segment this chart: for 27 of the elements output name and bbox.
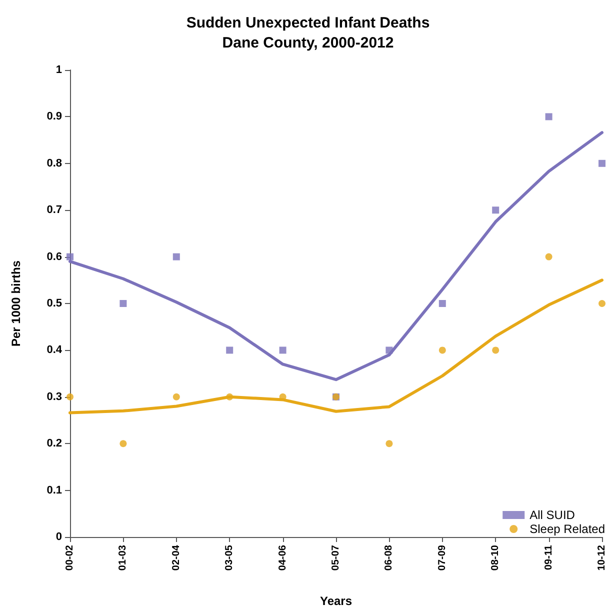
y-tick-label: 0.9 (46, 110, 62, 123)
legend-label: Sleep Related (530, 522, 606, 536)
y-tick-label: 0.1 (46, 484, 62, 496)
x-tick-label: 10-12 (596, 544, 608, 571)
y-tick-label: 0.7 (46, 204, 62, 216)
x-axis-title: Years (320, 594, 352, 608)
y-tick-label: 0 (56, 531, 62, 543)
y-axis-title: Per 1000 births (9, 260, 23, 347)
x-tick-label: 03-05 (224, 544, 236, 571)
x-tick-label: 01-03 (118, 544, 129, 571)
x-tick-label: 04-06 (277, 544, 288, 571)
y-tick-label: 0.3 (46, 390, 62, 403)
y-tick-label: 1 (56, 64, 62, 76)
x-tick-label: 05-07 (330, 544, 342, 571)
y-tick-label: 0.6 (46, 250, 62, 263)
y-tick-label: 0.8 (46, 157, 62, 170)
x-tick-label: 02-04 (170, 544, 182, 571)
x-tick-label: 07-09 (436, 544, 448, 571)
x-tick-label: 09-11 (543, 544, 554, 570)
chart-title: Sudden Unexpected Infant Deaths Dane County, 2000-2012 (186, 14, 430, 52)
y-tick-label: 0.2 (46, 438, 62, 450)
y-tick-label: 0.5 (46, 298, 62, 310)
x-tick-label: 00-02 (64, 544, 76, 571)
legend-label: All SUID (530, 508, 576, 522)
x-tick-label: 08-10 (490, 544, 502, 571)
x-tick-label: 06-08 (384, 544, 395, 571)
y-tick-label: 0.4 (46, 344, 63, 356)
